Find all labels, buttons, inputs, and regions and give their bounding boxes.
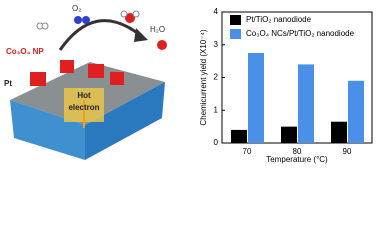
bar [298, 64, 314, 143]
label-o2: O₂ [72, 4, 81, 13]
cube [110, 72, 124, 85]
label-electron: electron [68, 103, 99, 112]
label-np: Co₃O₄ NP [6, 47, 44, 56]
label-pt: Pt [4, 79, 12, 88]
o-atom [74, 16, 82, 24]
x-tick-label: 70 [243, 147, 252, 156]
y-tick-label: 4 [214, 7, 219, 16]
figure: H₂ O₂ H₂O Co₃O₄ NP Pt Hot electron 0 1 2 3 4… [4, 4, 373, 164]
x-tick-label: 80 [293, 147, 302, 156]
h-atom [120, 10, 128, 18]
bar [348, 80, 364, 143]
cube [60, 60, 74, 73]
y-tick-label: 3 [214, 40, 219, 49]
y-tick-label: 0 [214, 138, 219, 147]
bar [248, 52, 264, 143]
legend-swatch [230, 15, 241, 25]
y-tick-label: 1 [214, 105, 219, 114]
x-axis-label: Temperature (°C) [266, 155, 328, 164]
o-atom [125, 13, 135, 23]
o-atom [82, 16, 90, 24]
legend-label: Pt/TiO₂ nanodiode [246, 15, 312, 24]
bar [231, 129, 247, 143]
legend-swatch [230, 29, 241, 39]
bar [331, 121, 347, 143]
box-left [10, 100, 85, 160]
flow-arrow [58, 19, 141, 51]
o-atom [157, 40, 167, 50]
cube [30, 72, 46, 86]
label-h2: H₂ [30, 13, 39, 22]
y-axis-label: Chemicurrent yield (X10⁻⁴) [199, 29, 208, 125]
legend-label: Co₃O₄ NCs/Pt/TiO₂ nanodiode [246, 29, 355, 38]
h-atom [132, 10, 140, 18]
label-h2o: H₂O [150, 25, 165, 34]
illustration: H₂ O₂ H₂O Co₃O₄ NP Pt Hot electron [4, 4, 167, 160]
label-hot: Hot [77, 91, 91, 100]
chart: 0 1 2 3 4 70 80 90 Temperature (°C) Chemicurrent … [199, 7, 373, 164]
arrow-head [134, 28, 148, 42]
box-right [85, 82, 165, 160]
h-atom [41, 22, 49, 30]
bar [281, 126, 297, 143]
x-tick-label: 90 [343, 147, 352, 156]
cube [88, 64, 104, 78]
y-tick-label: 2 [214, 73, 219, 82]
